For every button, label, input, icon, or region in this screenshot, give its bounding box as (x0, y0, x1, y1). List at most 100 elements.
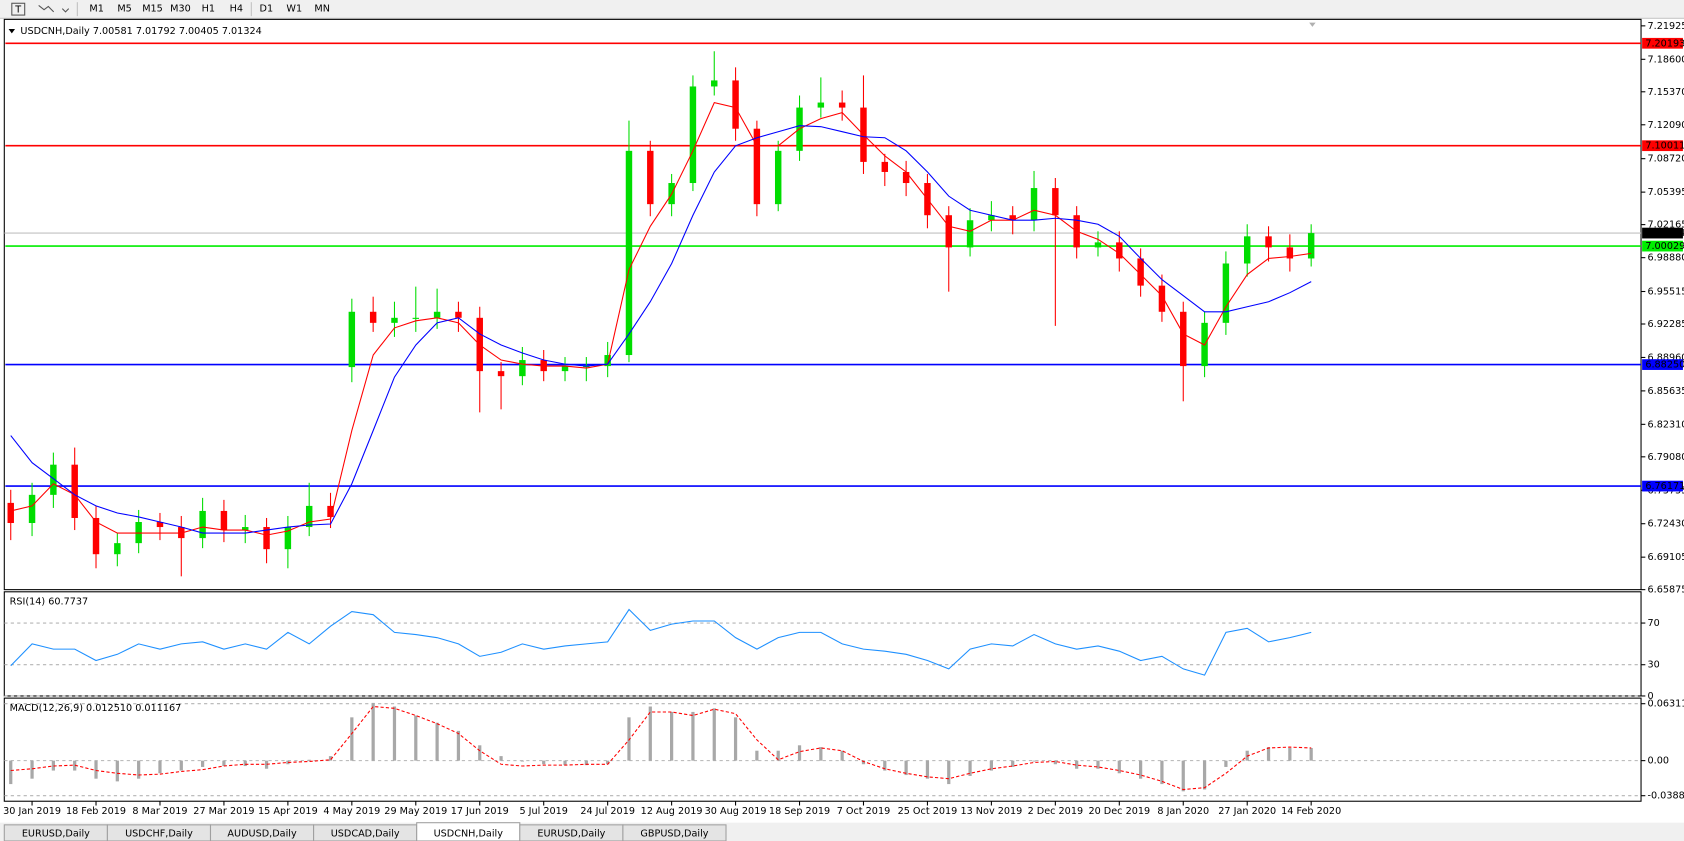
candle-body (1286, 247, 1294, 259)
macd-bar (414, 715, 418, 761)
level-label-box (1642, 240, 1683, 252)
x-tick-label: 30 Aug 2019 (705, 806, 767, 817)
y-tick-label: 6.88960 (1647, 352, 1684, 363)
timeframe-button[interactable]: D1 (260, 4, 274, 15)
macd-bar (584, 760, 588, 766)
timeframe-button[interactable]: M15 (142, 4, 163, 15)
macd-panel (3, 697, 1642, 802)
tab-label[interactable]: GBPUSD,Daily (640, 828, 708, 839)
macd-bar (776, 750, 780, 761)
rsi-line (10, 608, 1312, 676)
level-label: 7.00029 (1645, 241, 1684, 252)
timeframe-button[interactable]: H4 (230, 4, 243, 15)
y-tick-label: 7.15370 (1647, 87, 1684, 98)
macd-bar (520, 760, 524, 762)
candle-body (220, 510, 228, 531)
macd-bar (1160, 760, 1164, 785)
level-label-box (1642, 359, 1683, 370)
macd-bar (819, 747, 823, 761)
tool-icon[interactable] (11, 2, 26, 16)
macd-bar (606, 760, 610, 765)
candle-body (732, 80, 739, 129)
candle-body (647, 150, 654, 205)
tab-label[interactable]: EURUSD,Daily (22, 828, 90, 839)
macd-bar (499, 756, 503, 761)
timeframe-button[interactable]: H1 (202, 4, 215, 15)
macd-bar (1139, 760, 1143, 779)
tab-label[interactable]: AUDUSD,Daily (227, 828, 297, 839)
x-tick-label: 27 Jan 2020 (1218, 806, 1276, 817)
level-label-box (1642, 140, 1683, 152)
macd-bar (1053, 760, 1057, 765)
macd-bar (478, 745, 482, 761)
candle-body (604, 355, 611, 367)
tab-label[interactable]: USDCNH,Daily (434, 828, 504, 839)
candle-body (966, 220, 974, 248)
timeframe-button[interactable]: M1 (89, 4, 103, 15)
macd-bar (755, 750, 759, 761)
x-tick-label: 4 May 2019 (323, 806, 380, 817)
y-tick-label: 7.18600 (1647, 54, 1684, 65)
candle-body (583, 366, 590, 368)
macd-bar (670, 711, 674, 761)
macd-bar (137, 760, 141, 779)
timeframe-button[interactable]: M5 (117, 4, 131, 15)
macd-bar (328, 756, 333, 761)
moving-average (10, 125, 1312, 534)
y-tick-label: 7.02165 (1647, 220, 1684, 231)
macd-bar (1266, 747, 1271, 761)
menu-arrow[interactable] (8, 29, 16, 34)
candle-body (369, 311, 377, 323)
macd-bar (286, 760, 290, 765)
y-tick-label: 6.98880 (1647, 253, 1684, 264)
candle-body (1009, 215, 1016, 221)
x-tick-label: 29 May 2019 (384, 806, 447, 817)
macd-bar (1202, 760, 1207, 790)
y-tick-label: 6.82310 (1647, 419, 1684, 430)
candle-body (988, 215, 995, 221)
candle-body (327, 505, 334, 517)
y-tick-label: 7.08720 (1647, 154, 1684, 165)
last-price-label: 7.01324 (1645, 228, 1684, 239)
timeframe-button[interactable]: W1 (286, 4, 302, 15)
x-tick-label: 13 Nov 2019 (960, 806, 1022, 817)
x-tick-label: 8 Mar 2019 (132, 806, 187, 817)
macd-bar (925, 760, 930, 779)
tab-label[interactable]: USDCHF,Daily (125, 828, 193, 839)
macd-bar (1011, 760, 1015, 767)
y-tick-label: 7.05395 (1647, 187, 1684, 198)
macd-bar (392, 706, 397, 761)
candle-body (519, 360, 526, 377)
timeframe-button[interactable]: M30 (170, 4, 191, 15)
macd-bar (797, 745, 802, 761)
macd-bar (1309, 748, 1313, 761)
macd-bar (371, 702, 375, 761)
candle-body (1137, 258, 1144, 286)
tool-icon[interactable] (38, 4, 70, 13)
candle-body (1307, 233, 1315, 259)
macd-bar (627, 717, 631, 761)
macd-bar (73, 760, 77, 771)
x-tick-label: 14 Feb 2020 (1281, 806, 1341, 817)
y-tick-label: 7.21925 (1647, 21, 1684, 32)
x-tick-label: 30 Jan 2019 (3, 806, 61, 817)
timeframe-button[interactable]: MN (314, 4, 330, 15)
macd-bar (1181, 760, 1185, 792)
x-tick-label: 8 Jan 2020 (1157, 806, 1209, 817)
price-panel (3, 18, 1642, 591)
macd-bar (200, 760, 205, 767)
x-tick-label: 27 Mar 2019 (193, 806, 254, 817)
candle-body (1030, 188, 1038, 221)
candle-body (391, 317, 398, 323)
macd-bar (733, 717, 738, 761)
candle-body (156, 522, 164, 528)
tab-label[interactable]: EURUSD,Daily (537, 828, 605, 839)
candle-body (1116, 242, 1123, 259)
macd-bar (883, 760, 887, 771)
signal-line (10, 705, 1312, 791)
tab-label[interactable]: USDCAD,Daily (331, 828, 400, 839)
y-tick-label: 6.85635 (1647, 386, 1684, 397)
rsi-title: RSI(14) 60.7737 (10, 596, 89, 607)
macd-bar (1075, 760, 1079, 769)
